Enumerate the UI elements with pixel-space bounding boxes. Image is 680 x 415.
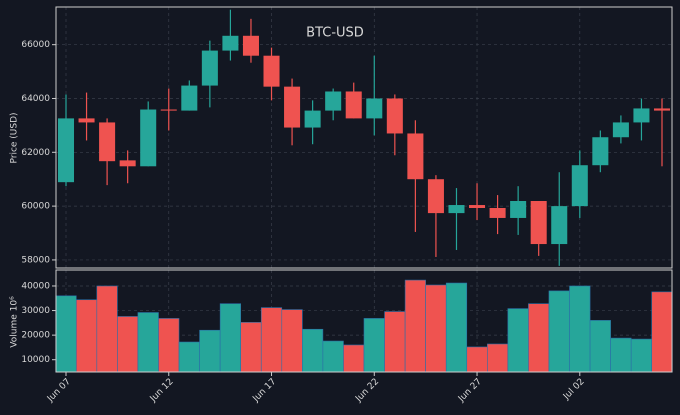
candle-body: [119, 160, 136, 167]
y-tick-label: 66000: [21, 40, 50, 50]
volume-bar: [651, 291, 673, 373]
candle-body: [386, 98, 403, 134]
y2-tick-label: 20000: [21, 331, 50, 341]
candle-body: [653, 108, 671, 111]
volume-bar: [466, 346, 488, 373]
volume-bar: [384, 311, 406, 373]
candle-body: [78, 118, 95, 123]
candle-body: [160, 109, 177, 111]
y-tick-label: 64000: [21, 94, 50, 104]
candle-body: [304, 110, 321, 128]
volume-bar: [137, 312, 159, 373]
y2-tick-label: 10000: [21, 355, 50, 365]
volume-bar: [569, 285, 591, 373]
candle-body: [427, 179, 444, 214]
volume-bar: [610, 337, 632, 373]
volume-bar: [343, 344, 365, 373]
candle-body: [345, 91, 362, 119]
candle-body: [551, 206, 568, 245]
volume-bar: [199, 329, 221, 373]
y-tick-label: 58000: [21, 255, 50, 265]
chart-title: BTC-USD: [306, 26, 364, 41]
volume-bar: [281, 309, 303, 373]
candle-body: [510, 201, 527, 218]
y2-tick-label: 40000: [21, 281, 50, 291]
volume-bar: [240, 322, 262, 373]
candle-body: [448, 205, 465, 214]
candle-body: [99, 122, 116, 162]
y-axis-label: Price (USD): [10, 112, 20, 163]
candle-body: [284, 86, 301, 128]
candle-body: [263, 55, 280, 87]
volume-bar: [589, 320, 611, 373]
volume-bar: [507, 308, 529, 373]
volume-bar: [260, 307, 283, 373]
volume-bar: [630, 338, 653, 373]
price-frame: [55, 6, 673, 269]
volume-bar: [158, 318, 180, 373]
candle-body: [201, 50, 218, 86]
volume-bar: [404, 279, 426, 373]
volume-bar: [55, 295, 77, 373]
candle-body: [325, 91, 342, 111]
candle-body: [571, 165, 588, 207]
volume-bar: [445, 282, 468, 373]
volume-bar: [117, 316, 139, 373]
volume-bar: [178, 341, 200, 373]
volume-bar: [548, 290, 570, 373]
candle-body: [489, 207, 506, 218]
volume-axis-label: Volume 10⁶: [10, 296, 20, 348]
volume-bar: [96, 285, 118, 373]
candle-body: [140, 109, 157, 167]
candle-body: [181, 85, 198, 111]
candle-body: [57, 118, 75, 183]
candle-body: [633, 108, 650, 123]
candle-body: [366, 98, 383, 119]
y-tick-label: 62000: [21, 148, 50, 158]
volume-frame: [55, 269, 673, 373]
volume-bar: [425, 284, 447, 373]
volume-bar: [487, 343, 509, 373]
y-tick-label: 60000: [21, 202, 50, 212]
y2-tick-label: 30000: [21, 306, 50, 316]
candle-body: [242, 35, 259, 56]
volume-bar: [528, 303, 550, 373]
candle-body: [530, 201, 547, 245]
volume-bar: [363, 318, 385, 373]
candle-body: [612, 122, 629, 138]
volume-bar: [219, 303, 241, 373]
candle-body: [222, 35, 239, 51]
candle-body: [407, 133, 424, 180]
volume-bar: [75, 299, 98, 373]
candle-body: [469, 205, 486, 208]
candle-body: [592, 137, 609, 166]
volume-bar: [322, 340, 344, 373]
volume-bar: [302, 328, 324, 373]
